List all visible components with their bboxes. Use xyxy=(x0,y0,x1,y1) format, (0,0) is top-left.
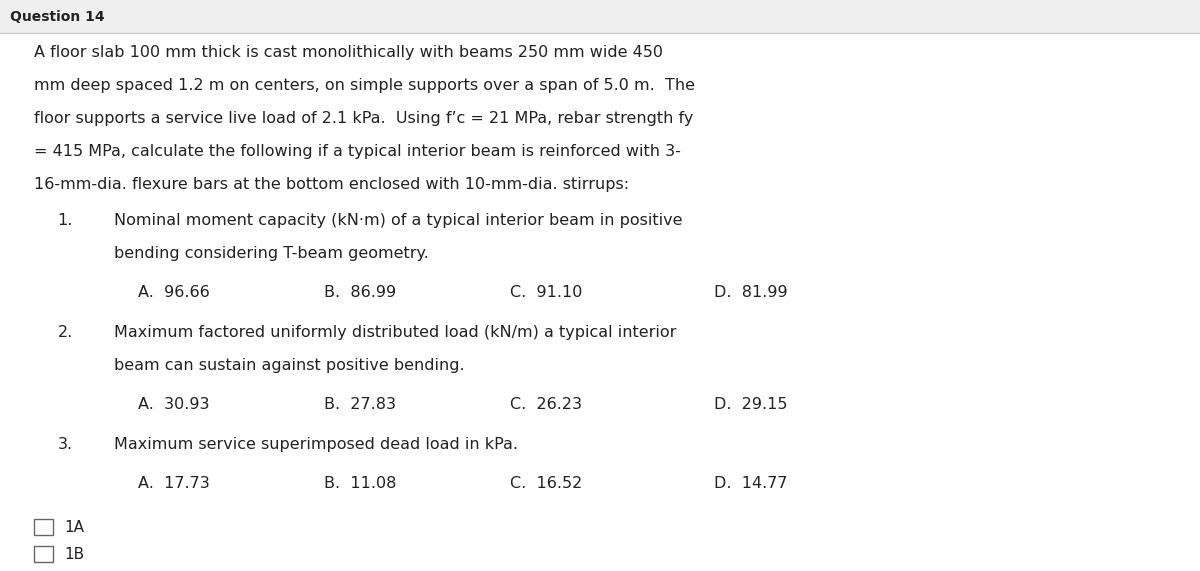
Text: A.  17.73: A. 17.73 xyxy=(138,476,210,490)
Text: 1.: 1. xyxy=(58,213,73,228)
Text: 16-mm-dia. flexure bars at the bottom enclosed with 10-mm-dia. stirrups:: 16-mm-dia. flexure bars at the bottom en… xyxy=(34,177,629,192)
Text: A.  30.93: A. 30.93 xyxy=(138,397,210,412)
FancyBboxPatch shape xyxy=(34,546,53,562)
Text: Maximum service superimposed dead load in kPa.: Maximum service superimposed dead load i… xyxy=(114,437,518,452)
Text: beam can sustain against positive bending.: beam can sustain against positive bendin… xyxy=(114,358,464,373)
Text: bending considering T-beam geometry.: bending considering T-beam geometry. xyxy=(114,246,428,261)
Text: C.  26.23: C. 26.23 xyxy=(510,397,582,412)
Text: 1B: 1B xyxy=(65,547,85,562)
Text: C.  16.52: C. 16.52 xyxy=(510,476,582,490)
Text: A.  96.66: A. 96.66 xyxy=(138,285,210,300)
Text: C.  91.10: C. 91.10 xyxy=(510,285,582,300)
Text: B.  11.08: B. 11.08 xyxy=(324,476,396,490)
Text: 3.: 3. xyxy=(58,437,73,452)
Text: D.  29.15: D. 29.15 xyxy=(714,397,787,412)
FancyBboxPatch shape xyxy=(34,519,53,535)
Text: floor supports a service live load of 2.1 kPa.  Using f’c = 21 MPa, rebar streng: floor supports a service live load of 2.… xyxy=(34,111,692,126)
Text: = 415 MPa, calculate the following if a typical interior beam is reinforced with: = 415 MPa, calculate the following if a … xyxy=(34,144,680,159)
Text: B.  27.83: B. 27.83 xyxy=(324,397,396,412)
Text: D.  14.77: D. 14.77 xyxy=(714,476,787,490)
Text: 1A: 1A xyxy=(65,520,85,534)
Text: Question 14: Question 14 xyxy=(10,10,104,23)
Text: Maximum factored uniformly distributed load (kN/m) a typical interior: Maximum factored uniformly distributed l… xyxy=(114,325,677,340)
Text: B.  86.99: B. 86.99 xyxy=(324,285,396,300)
Text: 2.: 2. xyxy=(58,325,73,340)
Bar xyxy=(0,0,1200,33)
Text: D.  81.99: D. 81.99 xyxy=(714,285,787,300)
Text: mm deep spaced 1.2 m on centers, on simple supports over a span of 5.0 m.  The: mm deep spaced 1.2 m on centers, on simp… xyxy=(34,78,695,93)
Text: Nominal moment capacity (kN·m) of a typical interior beam in positive: Nominal moment capacity (kN·m) of a typi… xyxy=(114,213,683,228)
Text: A floor slab 100 mm thick is cast monolithically with beams 250 mm wide 450: A floor slab 100 mm thick is cast monoli… xyxy=(34,45,662,59)
